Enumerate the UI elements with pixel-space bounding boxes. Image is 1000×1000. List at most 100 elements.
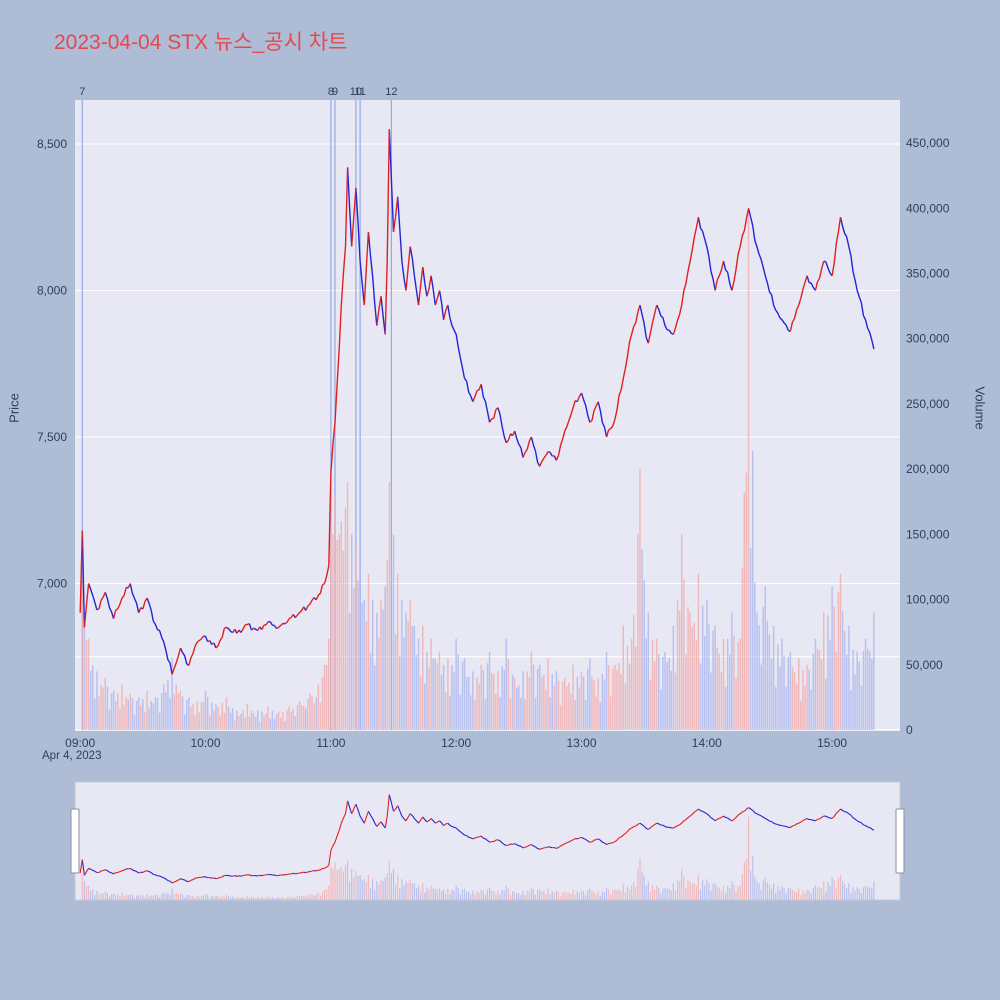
volume-bar — [426, 651, 428, 730]
volume-bar — [269, 898, 271, 900]
volume-bar — [110, 693, 113, 730]
volume-bar — [388, 860, 390, 900]
volume-bar — [186, 700, 188, 730]
volume-bar — [739, 885, 741, 900]
volume-bar — [660, 893, 662, 900]
volume-bar — [631, 885, 633, 900]
volume-bar — [472, 671, 474, 730]
volume-bar — [624, 892, 626, 900]
volume-bar — [839, 875, 842, 900]
volume-bars — [81, 816, 875, 900]
volume-bar — [608, 889, 610, 900]
volume-bar — [597, 891, 599, 900]
volume-bar — [587, 668, 589, 730]
volume-bar — [186, 895, 188, 900]
volume-bar — [528, 677, 530, 730]
volume-bar — [539, 664, 541, 730]
volume-bar — [716, 886, 718, 900]
volume-bar — [234, 720, 236, 730]
volume-bar — [219, 715, 221, 730]
volume-bar — [92, 665, 94, 730]
volume-bar — [823, 612, 825, 730]
volume-bar — [593, 892, 595, 900]
volume-bar — [549, 697, 551, 730]
volume-bar — [622, 625, 624, 730]
volume-bar — [564, 677, 566, 730]
range-slider[interactable] — [0, 778, 1000, 908]
volume-bar — [403, 885, 405, 900]
volume-bar — [708, 883, 710, 900]
volume-bar — [566, 893, 568, 900]
volume-bar — [827, 881, 829, 900]
volume-bar — [175, 892, 177, 900]
volume-bar — [825, 891, 827, 900]
volume-bar — [699, 663, 702, 730]
volume-bar — [395, 884, 397, 900]
volume-bar — [683, 876, 685, 900]
volume-bar — [860, 685, 863, 730]
volume-bar — [146, 893, 148, 900]
volume-bar — [557, 892, 560, 900]
volume-bar — [290, 897, 292, 900]
volume-bar — [495, 894, 497, 900]
volume-bar — [261, 897, 263, 900]
volume-bar — [545, 689, 547, 730]
volume-bar — [436, 889, 438, 900]
price-line-down — [81, 794, 875, 884]
volume-bar — [564, 891, 566, 900]
volume-bar — [760, 664, 762, 730]
volume-bar — [570, 693, 572, 730]
volume-bar — [200, 702, 203, 730]
volume-bar — [720, 890, 722, 900]
volume-bar — [182, 894, 184, 900]
volume-bar — [731, 881, 733, 900]
volume-bar — [194, 715, 196, 730]
volume-bar — [453, 672, 455, 730]
volume-bar — [591, 676, 593, 730]
volume-bar — [349, 881, 351, 900]
volume-bar — [616, 670, 618, 730]
volume-bar — [472, 890, 474, 900]
volume-bar — [818, 650, 821, 730]
volume-bar — [225, 894, 227, 900]
volume-bar — [505, 885, 507, 900]
volume-bar — [578, 687, 581, 730]
rangeslider-handle-left[interactable] — [70, 808, 80, 874]
volume-tick-label: 350,000 — [906, 267, 950, 281]
volume-bar — [315, 697, 317, 730]
volume-bar — [793, 890, 796, 900]
volume-bar — [599, 895, 601, 900]
volume-bar — [752, 855, 754, 900]
volume-bar — [133, 714, 136, 730]
volume-bar — [413, 625, 416, 730]
volume-bar — [768, 884, 771, 900]
volume-bar — [846, 888, 848, 900]
volume-bar — [290, 711, 292, 730]
volume-bar — [833, 880, 835, 900]
rangeslider-handle-right[interactable] — [895, 808, 905, 874]
volume-bar — [129, 894, 131, 900]
volume-bar — [658, 888, 660, 900]
x-tick-label: 11:00 — [316, 736, 345, 750]
volume-bar — [488, 651, 491, 730]
volume-bar — [407, 621, 409, 730]
volume-bar — [781, 885, 783, 900]
volume-bar — [856, 651, 858, 730]
volume-bar — [541, 891, 543, 900]
volume-bar — [102, 893, 104, 900]
volume-bar — [106, 686, 109, 730]
volume-bar — [209, 897, 211, 900]
volume-bar — [649, 892, 651, 900]
volume-bar — [171, 888, 173, 900]
volume-bar — [273, 898, 276, 900]
volume-bar — [534, 894, 537, 900]
volume-bar — [115, 895, 117, 900]
volume-bar — [223, 897, 225, 900]
volume-bar — [298, 895, 301, 900]
volume-bar — [560, 896, 562, 900]
volume-bar — [363, 879, 365, 900]
volume-bar — [213, 710, 215, 730]
volume-bar — [394, 634, 397, 730]
